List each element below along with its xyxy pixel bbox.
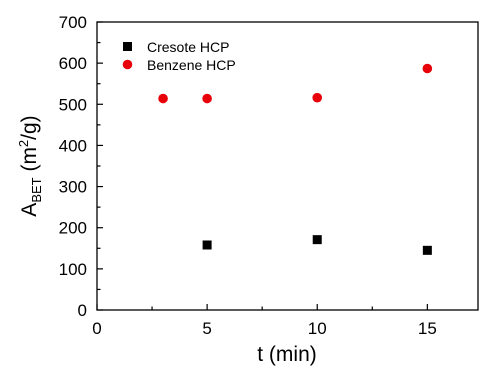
benzene-hcp-point (202, 93, 212, 104)
benzene-hcp-point (312, 92, 323, 103)
y-tick-label: 700 (59, 13, 87, 32)
y-axis-title-superscript: 2 (16, 140, 31, 147)
cresote-hcp-point (422, 245, 432, 255)
benzene-hcp-point (158, 93, 168, 104)
y-tick-label: 400 (59, 136, 87, 155)
legend-marker-benzene (122, 59, 133, 70)
y-axis-title-base: A (18, 203, 41, 217)
y-axis-title: ABET (m2/g) (16, 115, 44, 216)
y-axis-ticks (97, 21, 103, 311)
x-tick-label: 15 (418, 319, 437, 338)
y-tick-label: 600 (59, 54, 87, 73)
legend-label-cresote: Cresote HCP (147, 39, 229, 55)
x-tick-label: 10 (308, 319, 327, 338)
y-axis-title-subscript: BET (29, 177, 44, 202)
y-tick-label: 0 (78, 301, 87, 320)
x-axis-tick-labels: 0 5 10 15 (92, 319, 437, 338)
x-axis-title: t (min) (257, 343, 317, 366)
y-axis-title-paren-close: /g) (18, 115, 41, 140)
y-tick-label: 100 (59, 260, 87, 279)
legend-marker-cresote (123, 42, 132, 51)
cresote-hcp-point (202, 240, 212, 250)
y-tick-label: 300 (59, 178, 87, 197)
y-axis-tick-labels: 0 100 200 300 400 500 600 700 (59, 13, 87, 320)
y-tick-label: 500 (59, 95, 87, 114)
data-markers (158, 63, 433, 255)
cresote-hcp-point (312, 235, 322, 245)
y-axis-title-paren-open: (m (18, 147, 41, 177)
x-tick-label: 5 (202, 319, 211, 338)
x-tick-label: 0 (92, 319, 101, 338)
benzene-hcp-point (422, 63, 433, 74)
y-tick-label: 200 (59, 219, 87, 238)
legend-label-benzene: Benzene HCP (147, 57, 236, 73)
x-axis-ticks (96, 304, 428, 310)
legend: Cresote HCP Benzene HCP (122, 39, 236, 73)
